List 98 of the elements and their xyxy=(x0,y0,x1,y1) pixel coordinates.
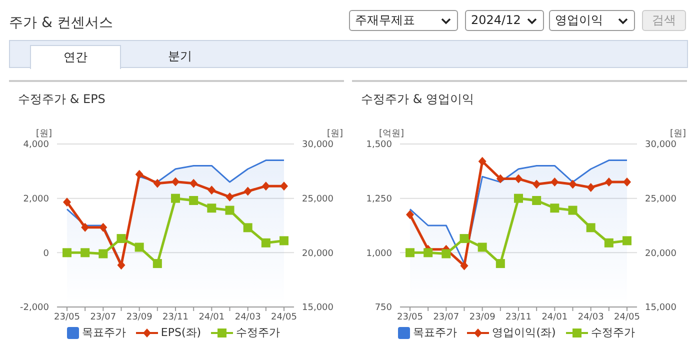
point xyxy=(153,178,162,188)
point xyxy=(442,249,451,258)
y2-tick-label: 25,000 xyxy=(645,194,677,205)
point xyxy=(134,242,144,252)
point xyxy=(261,238,270,248)
point xyxy=(406,248,414,258)
y-tick-label: 0 xyxy=(43,248,50,259)
x-tick-label: 24/01 xyxy=(198,312,225,322)
text: 분기 xyxy=(167,48,193,65)
y2-tick-label: 30,000 xyxy=(302,140,334,150)
x-tick-label: 23/07 xyxy=(433,312,460,322)
point xyxy=(514,174,522,184)
y2-tick-label: 20,000 xyxy=(645,248,677,259)
legend-label: 목표주가 xyxy=(80,325,126,340)
point xyxy=(80,248,90,258)
x-tick-label: 24/01 xyxy=(542,312,568,322)
point xyxy=(586,182,595,192)
point xyxy=(460,261,468,270)
y-tick-label: 1,000 xyxy=(366,248,392,259)
dropdown: 주재무제표 xyxy=(349,10,458,31)
legend-label: 목표주가 xyxy=(412,325,458,340)
point xyxy=(604,178,613,187)
point xyxy=(190,178,198,188)
point xyxy=(171,194,180,203)
point xyxy=(550,178,559,187)
point xyxy=(496,259,505,268)
point xyxy=(496,174,504,184)
point xyxy=(99,222,108,232)
point xyxy=(586,223,596,232)
point xyxy=(116,234,126,244)
point xyxy=(514,194,523,203)
point xyxy=(189,196,198,206)
point xyxy=(532,180,541,189)
point xyxy=(280,182,288,191)
point xyxy=(424,248,433,258)
y-tick-label: 750 xyxy=(374,303,392,314)
point xyxy=(262,182,270,191)
y2-tick-label: 30,000 xyxy=(645,140,677,150)
point xyxy=(280,236,288,246)
point xyxy=(550,204,560,213)
y2-tick-label: 20,000 xyxy=(302,248,334,259)
point xyxy=(406,210,414,220)
x-tick-label: 23/09 xyxy=(469,312,496,322)
button: 검색 xyxy=(642,10,686,31)
y2-tick-label: 15,000 xyxy=(302,303,334,314)
dropdown: 2024/12 xyxy=(465,10,544,31)
x-tick-label: 24/05 xyxy=(271,312,297,322)
text: 연간 xyxy=(30,45,121,69)
y-axis-title: [억원] xyxy=(379,128,404,140)
point xyxy=(604,238,614,248)
point xyxy=(568,180,577,189)
point xyxy=(478,242,487,252)
point xyxy=(62,248,72,258)
x-tick-label: 23/11 xyxy=(506,312,532,322)
y2-axis-title: [원] xyxy=(670,128,686,140)
legend-label: EPS(좌) xyxy=(160,325,202,340)
y-tick-label: 1,250 xyxy=(366,194,392,205)
point xyxy=(622,236,632,246)
text: 주가 & 컨센서스 xyxy=(9,14,113,32)
point xyxy=(478,156,486,166)
point xyxy=(63,198,71,207)
point xyxy=(152,259,162,268)
legend-label: 수정주가 xyxy=(590,325,635,340)
x-tick-label: 24/03 xyxy=(234,312,261,322)
point xyxy=(225,206,234,215)
point xyxy=(568,206,578,215)
y-tick-label: 4,000 xyxy=(23,140,50,150)
point xyxy=(135,170,144,179)
y2-axis-title: [원] xyxy=(327,128,344,140)
y-tick-label: 1,500 xyxy=(366,140,392,150)
legend-label: 영업이익(좌) xyxy=(491,325,556,340)
point xyxy=(226,192,234,202)
y-tick-label: -2,000 xyxy=(20,303,50,314)
point xyxy=(207,204,216,213)
chart-title: 수정주가 & EPS xyxy=(18,91,106,108)
y2-tick-label: 25,000 xyxy=(302,194,334,205)
point xyxy=(172,177,180,186)
x-tick-label: 23/05 xyxy=(54,312,80,322)
x-tick-label: 23/11 xyxy=(162,312,188,322)
point xyxy=(244,186,252,196)
chart-title: 수정주가 & 영업이익 xyxy=(361,91,474,108)
point xyxy=(98,249,108,258)
point xyxy=(243,223,252,232)
legend-label: 수정주가 xyxy=(235,325,280,340)
x-tick-label: 23/09 xyxy=(126,312,153,322)
x-tick-label: 23/07 xyxy=(90,312,116,322)
y-tick-label: 2,000 xyxy=(23,194,50,205)
y2-tick-label: 15,000 xyxy=(645,303,677,314)
x-tick-label: 23/05 xyxy=(397,312,423,322)
point xyxy=(208,186,216,195)
x-tick-label: 24/03 xyxy=(578,312,604,322)
point xyxy=(81,222,90,232)
dropdown: 영업이익 xyxy=(549,10,635,31)
x-tick-label: 24/05 xyxy=(614,312,640,322)
point xyxy=(623,178,631,187)
y-axis-title: [원] xyxy=(36,128,52,140)
point xyxy=(460,234,469,244)
point xyxy=(532,196,542,206)
